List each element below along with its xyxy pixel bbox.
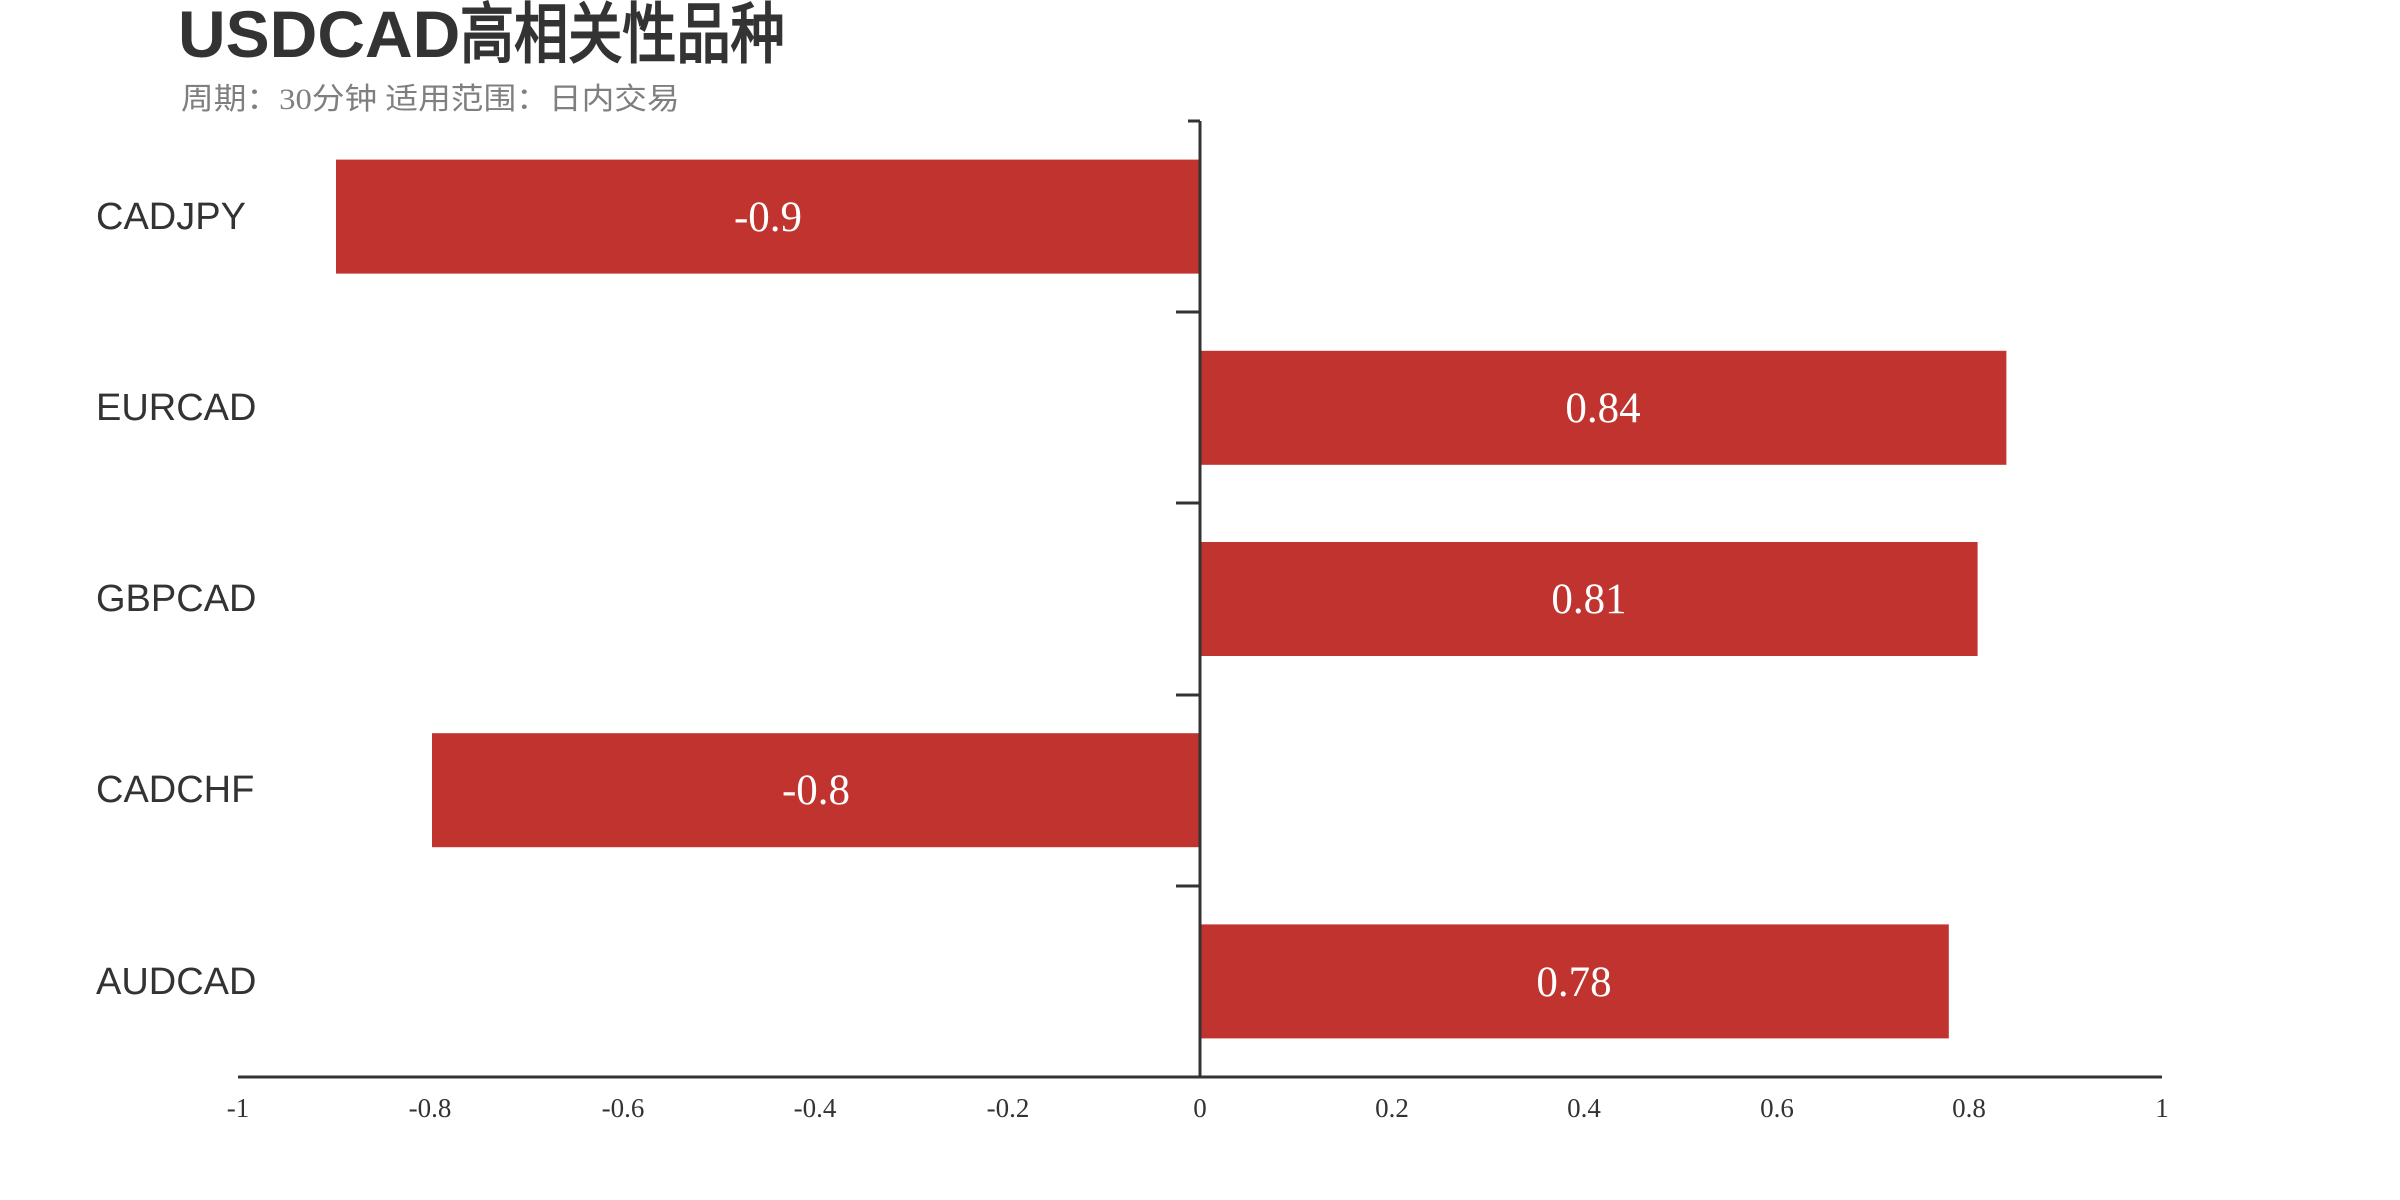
svg-text:-1: -1 xyxy=(227,1093,250,1123)
svg-text:EURCAD: EURCAD xyxy=(96,387,256,429)
svg-text:-0.6: -0.6 xyxy=(602,1093,645,1123)
svg-text:0.78: 0.78 xyxy=(1536,959,1611,1006)
svg-text:CADCHF: CADCHF xyxy=(96,769,254,811)
svg-text:0.84: 0.84 xyxy=(1565,385,1640,432)
svg-text:0: 0 xyxy=(1193,1093,1207,1123)
svg-text:0.4: 0.4 xyxy=(1567,1093,1601,1123)
svg-text:-0.9: -0.9 xyxy=(734,194,802,241)
svg-text:1: 1 xyxy=(2155,1093,2169,1123)
svg-text:0.81: 0.81 xyxy=(1551,576,1626,623)
svg-text:0.6: 0.6 xyxy=(1760,1093,1794,1123)
svg-text:-0.2: -0.2 xyxy=(987,1093,1030,1123)
svg-text:CADJPY: CADJPY xyxy=(96,196,246,238)
svg-text:GBPCAD: GBPCAD xyxy=(96,578,256,620)
svg-text:-0.8: -0.8 xyxy=(409,1093,452,1123)
svg-text:-0.8: -0.8 xyxy=(782,767,850,814)
svg-text:0.2: 0.2 xyxy=(1375,1093,1409,1123)
svg-text:0.8: 0.8 xyxy=(1952,1093,1986,1123)
svg-text:-0.4: -0.4 xyxy=(794,1093,837,1123)
svg-text:AUDCAD: AUDCAD xyxy=(96,961,256,1003)
